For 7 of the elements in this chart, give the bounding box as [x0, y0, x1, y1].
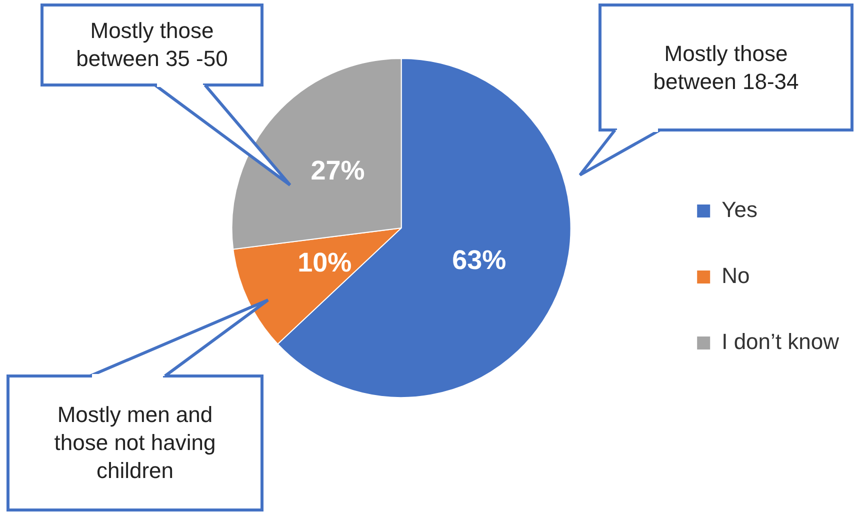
- legend-label: I don’t know: [722, 329, 840, 354]
- legend-label: Yes: [722, 197, 758, 222]
- data-label: 63%: [452, 245, 506, 276]
- data-label: 27%: [310, 155, 365, 186]
- legend-label: No: [722, 263, 750, 288]
- callout-box: Mostly those between 35 -50: [40, 3, 292, 187]
- data-label: 10%: [298, 248, 352, 278]
